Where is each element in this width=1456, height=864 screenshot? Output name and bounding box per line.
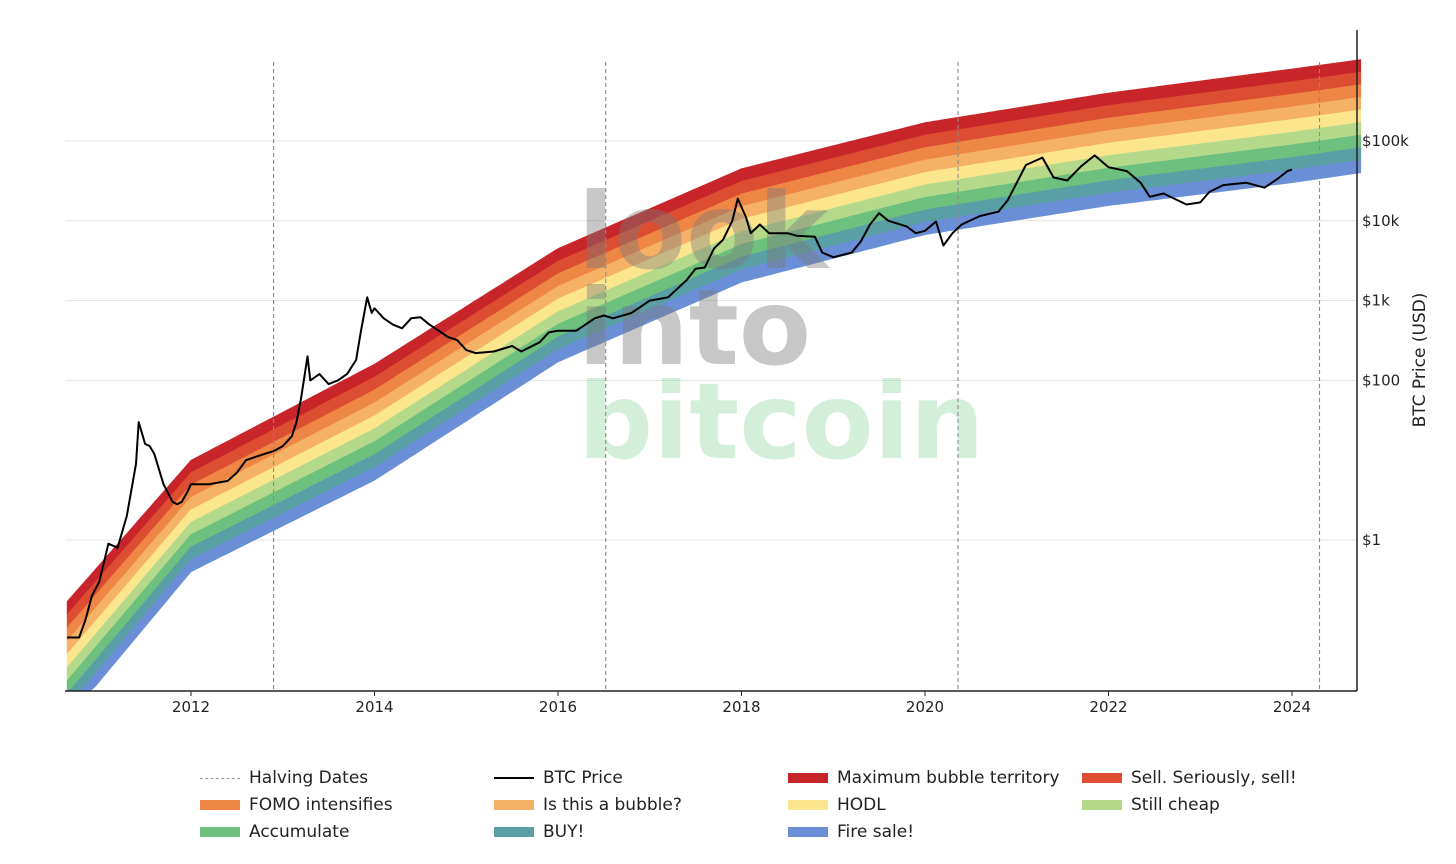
- legend-label: HODL: [837, 795, 886, 815]
- legend-swatch: [1082, 773, 1122, 783]
- x-tick-labels: 2012 2014 2016 2018 2020 2022 2024: [172, 691, 1311, 716]
- rainbow-band: [67, 159, 1362, 692]
- legend-swatch: [788, 773, 828, 783]
- x-tick-label: 2012: [172, 698, 210, 716]
- legend-label: Accumulate: [249, 822, 350, 842]
- y-tick-label: $100k: [1362, 132, 1409, 150]
- legend-item[interactable]: Fire sale!: [788, 820, 914, 844]
- legend-swatch: [1082, 800, 1122, 810]
- legend-label: Is this a bubble?: [543, 795, 682, 815]
- y-axis-title: BTC Price (USD): [1410, 293, 1430, 428]
- y-tick-label: $100: [1362, 371, 1400, 389]
- legend-item[interactable]: Still cheap: [1082, 793, 1220, 817]
- x-tick-label: 2022: [1089, 698, 1127, 716]
- legend-swatch: [200, 800, 240, 810]
- legend-swatch: [200, 827, 240, 837]
- legend-swatch: [494, 800, 534, 810]
- legend-swatch: [788, 800, 828, 810]
- btc-price-line: [67, 154, 1293, 639]
- legend-item[interactable]: HODL: [788, 793, 886, 817]
- legend-swatch: [494, 827, 534, 837]
- y-tick-labels: $1 $100 $1k $10k $100k: [1362, 132, 1409, 549]
- legend-item[interactable]: Maximum bubble territory: [788, 766, 1060, 790]
- legend-label: Sell. Seriously, sell!: [1131, 768, 1297, 788]
- legend-item[interactable]: Accumulate: [200, 820, 349, 844]
- btc-price-series: [67, 154, 1293, 639]
- legend-label: BTC Price: [543, 768, 623, 788]
- y-tick-label: $1: [1362, 531, 1381, 549]
- legend-label: Still cheap: [1131, 795, 1220, 815]
- x-tick-label: 2024: [1273, 698, 1311, 716]
- legend-item[interactable]: Is this a bubble?: [494, 793, 682, 817]
- legend-item[interactable]: BTC Price: [494, 766, 623, 790]
- gridlines: [65, 140, 1357, 541]
- watermark-look: look: [578, 171, 830, 293]
- legend-item[interactable]: Sell. Seriously, sell!: [1082, 766, 1297, 790]
- x-tick-label: 2016: [539, 698, 577, 716]
- watermark-bitcoin: bitcoin: [578, 361, 984, 483]
- legend-label: BUY!: [543, 822, 585, 842]
- x-tick-label: 2020: [906, 698, 944, 716]
- watermark-into: into: [578, 267, 811, 389]
- legend-item[interactable]: FOMO intensifies: [200, 793, 393, 817]
- x-tick-label: 2014: [355, 698, 393, 716]
- legend: Halving Dates BTC Price Maximum bubble ter…: [200, 766, 1400, 856]
- legend-label: Halving Dates: [249, 768, 369, 788]
- legend-label: FOMO intensifies: [249, 795, 393, 815]
- watermark: look into bitcoin: [578, 171, 984, 483]
- legend-item[interactable]: BUY!: [494, 820, 584, 844]
- legend-label: Maximum bubble territory: [837, 768, 1060, 788]
- axes: [65, 30, 1358, 692]
- legend-item[interactable]: Halving Dates: [200, 766, 368, 790]
- y-tick-label: $10k: [1362, 212, 1400, 230]
- legend-label: Fire sale!: [837, 822, 915, 842]
- rainbow-chart: look into bitcoin 2012 2014 2016 2018 2020 20…: [65, 30, 1430, 716]
- legend-swatch: [788, 827, 828, 837]
- legend-swatch: [200, 777, 240, 779]
- x-tick-label: 2018: [722, 698, 760, 716]
- y-tick-label: $1k: [1362, 292, 1390, 310]
- legend-swatch: [494, 776, 534, 780]
